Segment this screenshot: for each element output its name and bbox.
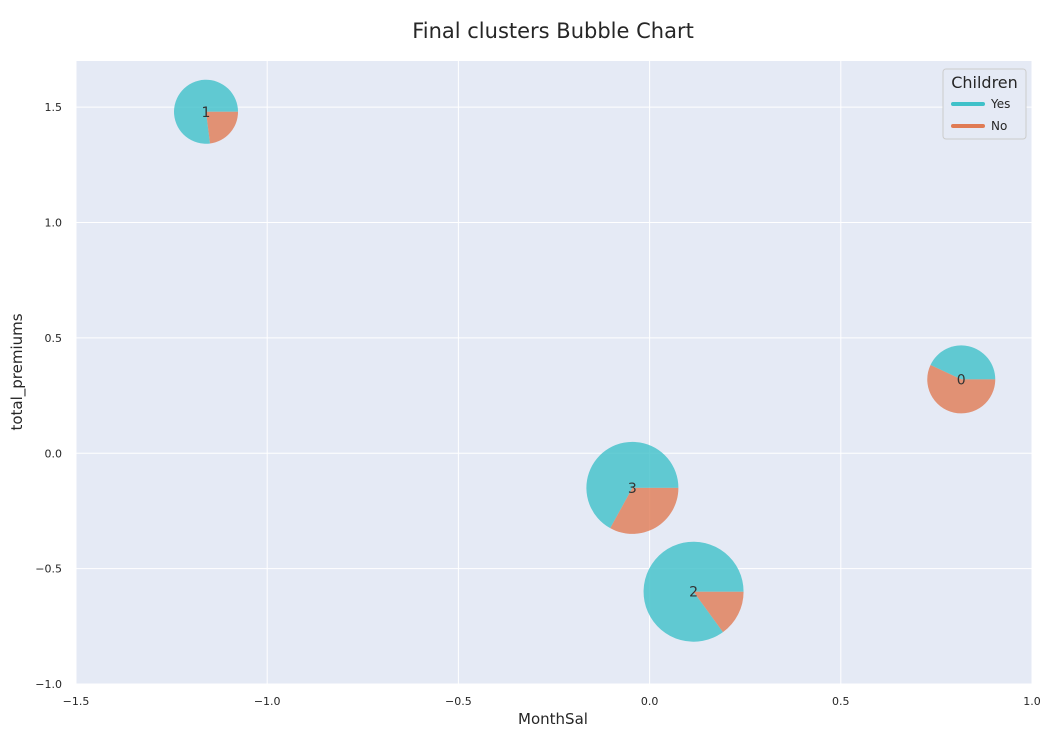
cluster-bubble-2: 2: [643, 541, 744, 642]
pie-slice-no: [610, 487, 679, 534]
y-tick-label: −0.5: [35, 563, 62, 576]
y-tick-label: −1.0: [35, 678, 62, 691]
x-tick-label: 1.0: [1023, 695, 1041, 708]
cluster-bubble-3: 3: [586, 441, 679, 534]
x-axis-ticks: −1.5 −1.0 −0.5 0.0 0.5 1.0: [63, 695, 1041, 708]
cluster-label: 1: [202, 105, 211, 121]
bubbles: 0 1 2 3: [174, 79, 996, 642]
cluster-label: 0: [957, 372, 966, 388]
legend-entry-label: Yes: [990, 97, 1010, 111]
y-tick-label: 0.5: [45, 332, 63, 345]
pie-slice-yes: [930, 345, 996, 380]
x-tick-label: −1.0: [254, 695, 281, 708]
x-tick-label: −1.5: [63, 695, 90, 708]
y-axis-ticks: −1.0 −0.5 0.0 0.5 1.0 1.5: [35, 101, 62, 691]
pie-slice-no: [693, 591, 744, 633]
x-tick-label: −0.5: [445, 695, 472, 708]
cluster-bubble-0: 0: [927, 345, 996, 414]
chart-title: Final clusters Bubble Chart: [412, 19, 694, 43]
y-tick-label: 1.5: [45, 101, 63, 114]
y-tick-label: 1.0: [45, 217, 63, 230]
y-axis-label: total_premiums: [8, 313, 27, 430]
pie-slice-no: [206, 111, 239, 144]
pie-slice-yes: [643, 541, 744, 642]
cluster-label: 2: [689, 585, 698, 601]
plot-area: [76, 61, 1032, 684]
legend-title: Children: [951, 73, 1018, 92]
x-tick-label: 0.0: [641, 695, 659, 708]
legend: Children Yes No: [942, 68, 1027, 140]
y-tick-label: 0.0: [45, 447, 63, 460]
cluster-bubble-1: 1: [174, 79, 239, 144]
x-tick-label: 0.5: [832, 695, 850, 708]
x-axis-label: MonthSal: [518, 710, 588, 728]
legend-entry-label: No: [991, 119, 1007, 133]
cluster-label: 3: [628, 481, 637, 497]
pie-slice-yes: [586, 441, 679, 529]
pie-slice-no: [927, 364, 996, 414]
